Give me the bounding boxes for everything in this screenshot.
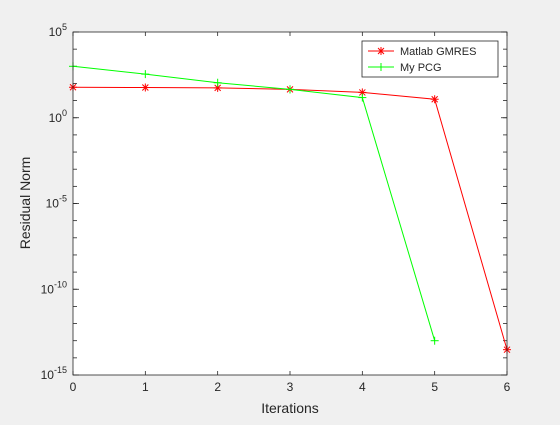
x-axis-label: Iterations [261, 400, 319, 416]
x-tick-label: 4 [359, 380, 366, 394]
y-tick-label: 10-15 [41, 365, 67, 382]
y-tick-label: 10-5 [46, 194, 67, 211]
x-tick-label: 1 [142, 380, 149, 394]
legend-marker-2 [377, 63, 385, 71]
series-1-point [430, 95, 439, 104]
series-2-point [213, 78, 222, 87]
series-2-point [430, 336, 439, 345]
y-tick-label: 100 [49, 108, 67, 125]
series-1-point [213, 83, 222, 92]
legend-marker-1 [377, 47, 385, 55]
x-tick-label: 2 [214, 380, 221, 394]
y-tick-label: 105 [49, 22, 67, 39]
series-2-point [358, 93, 367, 102]
x-tick-label: 0 [70, 380, 77, 394]
series-2-point [286, 85, 294, 94]
y-axis-label: Residual Norm [17, 157, 33, 250]
legend-label-1: Matlab GMRES [400, 46, 476, 58]
x-tick-label: 3 [287, 380, 294, 394]
plot-frame [72, 31, 508, 376]
plot-area [73, 32, 507, 375]
x-tick-label: 5 [431, 380, 438, 394]
series-1-point [141, 83, 150, 92]
legend-box [361, 40, 499, 78]
legend: Matlab GMRES My PCG [361, 40, 499, 78]
series-line-2 [72, 65, 436, 341]
series-2-point [141, 70, 150, 79]
x-tick-label: 6 [504, 380, 511, 394]
legend-label-2: My PCG [400, 62, 442, 74]
y-tick-label: 10-10 [41, 279, 67, 296]
